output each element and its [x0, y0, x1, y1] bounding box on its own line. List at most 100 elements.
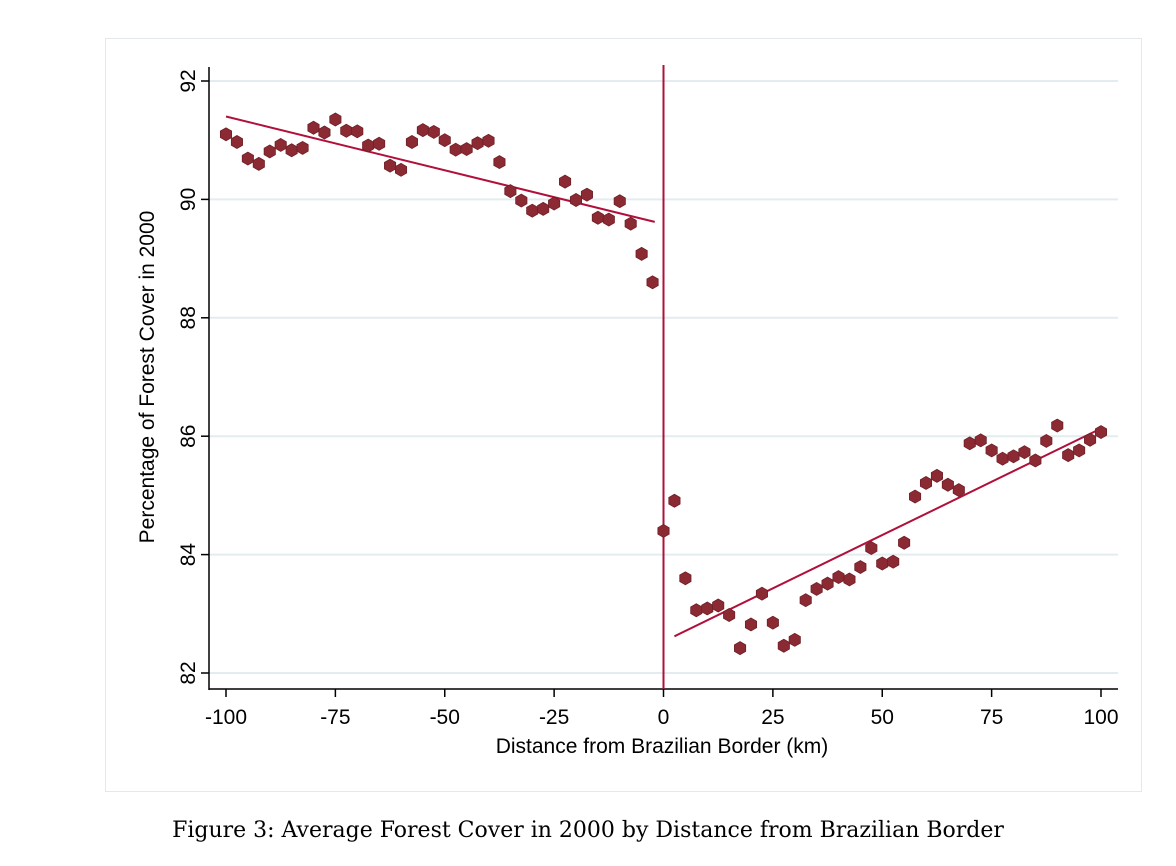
x-tick-label: 100: [1083, 706, 1118, 729]
data-point: [690, 603, 703, 618]
data-point: [734, 641, 747, 656]
data-point: [1051, 418, 1064, 433]
x-tick-label: 75: [980, 706, 1003, 729]
data-point: [635, 246, 648, 261]
data-point: [952, 483, 965, 498]
data-point: [537, 201, 550, 216]
data-point: [504, 184, 517, 199]
data-point: [865, 541, 878, 556]
data-point: [854, 560, 867, 574]
data-point: [1007, 449, 1020, 464]
data-point: [701, 601, 714, 616]
x-tick-label: -50: [430, 706, 460, 729]
data-point: [548, 196, 561, 211]
data-point: [602, 212, 615, 227]
figure-panel: 82 84 86 88 90 92 -100 -75 -50 -25 0 25 50 75 100 Dis…: [105, 38, 1142, 792]
data-point: [373, 136, 386, 151]
data-point: [941, 477, 954, 492]
data-point: [974, 433, 987, 448]
data-point: [1029, 453, 1042, 468]
y-tick-label: 84: [177, 543, 200, 567]
data-point: [810, 581, 823, 596]
data-point: [898, 535, 911, 550]
data-point: [329, 112, 342, 127]
data-point: [777, 638, 790, 653]
data-point: [723, 608, 736, 622]
data-point: [405, 135, 418, 149]
data-point: [252, 156, 265, 171]
data-point: [909, 489, 922, 504]
data-point: [449, 142, 462, 157]
x-tick-label: 25: [761, 706, 784, 729]
data-point: [416, 123, 429, 138]
fit-line: [225, 115, 655, 223]
data-point: [384, 158, 397, 173]
data-points: [219, 112, 1108, 656]
data-point: [394, 162, 408, 177]
data-point: [1073, 443, 1086, 458]
data-point: [843, 572, 856, 587]
data-point: [985, 443, 998, 458]
data-point: [613, 194, 626, 209]
y-tick-label: 90: [177, 188, 200, 211]
data-point: [887, 554, 900, 569]
data-point: [788, 632, 801, 647]
x-tick-label: 0: [658, 706, 670, 729]
data-point: [296, 140, 309, 155]
scatter-chart: 82 84 86 88 90 92 -100 -75 -50 -25 0 25 50 75 100 Dis…: [136, 65, 1119, 758]
y-tick-label: 82: [177, 661, 200, 684]
data-point: [460, 142, 473, 157]
data-point: [963, 436, 976, 451]
data-point: [832, 570, 845, 585]
data-point: [438, 133, 451, 148]
x-tick-label: 50: [871, 706, 894, 729]
data-point: [493, 155, 506, 170]
data-point: [351, 124, 364, 139]
data-point: [996, 451, 1009, 466]
data-point: [427, 124, 440, 139]
data-point: [559, 174, 572, 189]
data-point: [876, 556, 889, 571]
x-tick-label: -25: [539, 706, 569, 729]
y-tick-label: 88: [177, 306, 200, 329]
data-point: [307, 120, 320, 135]
data-point: [471, 136, 484, 151]
data-point: [230, 135, 243, 149]
data-point: [799, 593, 812, 608]
data-point: [646, 275, 659, 290]
y-ticks: 82 84 86 88 90 92: [177, 69, 209, 685]
data-point: [241, 151, 254, 166]
x-tick-label: -75: [320, 706, 350, 729]
data-point: [755, 586, 768, 601]
data-point: [1040, 433, 1053, 448]
data-point: [580, 187, 593, 202]
data-point: [362, 138, 375, 153]
data-point: [668, 493, 681, 508]
data-point: [712, 598, 725, 613]
data-point: [744, 617, 758, 632]
x-ticks: -100 -75 -50 -25 0 25 50 75 100: [205, 689, 1119, 729]
data-point: [591, 210, 604, 225]
data-point: [821, 576, 834, 591]
data-point: [569, 193, 583, 207]
data-point: [766, 615, 779, 630]
data-point: [482, 133, 495, 148]
y-axis-title: Percentage of Forest Cover in 2000: [136, 211, 159, 544]
data-point: [318, 125, 331, 140]
data-point: [679, 571, 692, 586]
data-point: [219, 127, 233, 142]
data-point: [657, 523, 670, 538]
data-point: [274, 137, 287, 152]
data-point: [930, 468, 943, 483]
x-axis-title: Distance from Brazilian Border (km): [496, 735, 829, 758]
data-point: [919, 476, 933, 490]
data-point: [1018, 445, 1031, 460]
data-point: [1084, 432, 1097, 447]
data-point: [515, 193, 528, 208]
data-point: [526, 203, 539, 218]
data-point: [624, 216, 637, 231]
y-tick-label: 92: [177, 69, 200, 92]
y-tick-label: 86: [177, 425, 200, 448]
data-point: [285, 143, 298, 158]
data-point: [1094, 425, 1108, 440]
